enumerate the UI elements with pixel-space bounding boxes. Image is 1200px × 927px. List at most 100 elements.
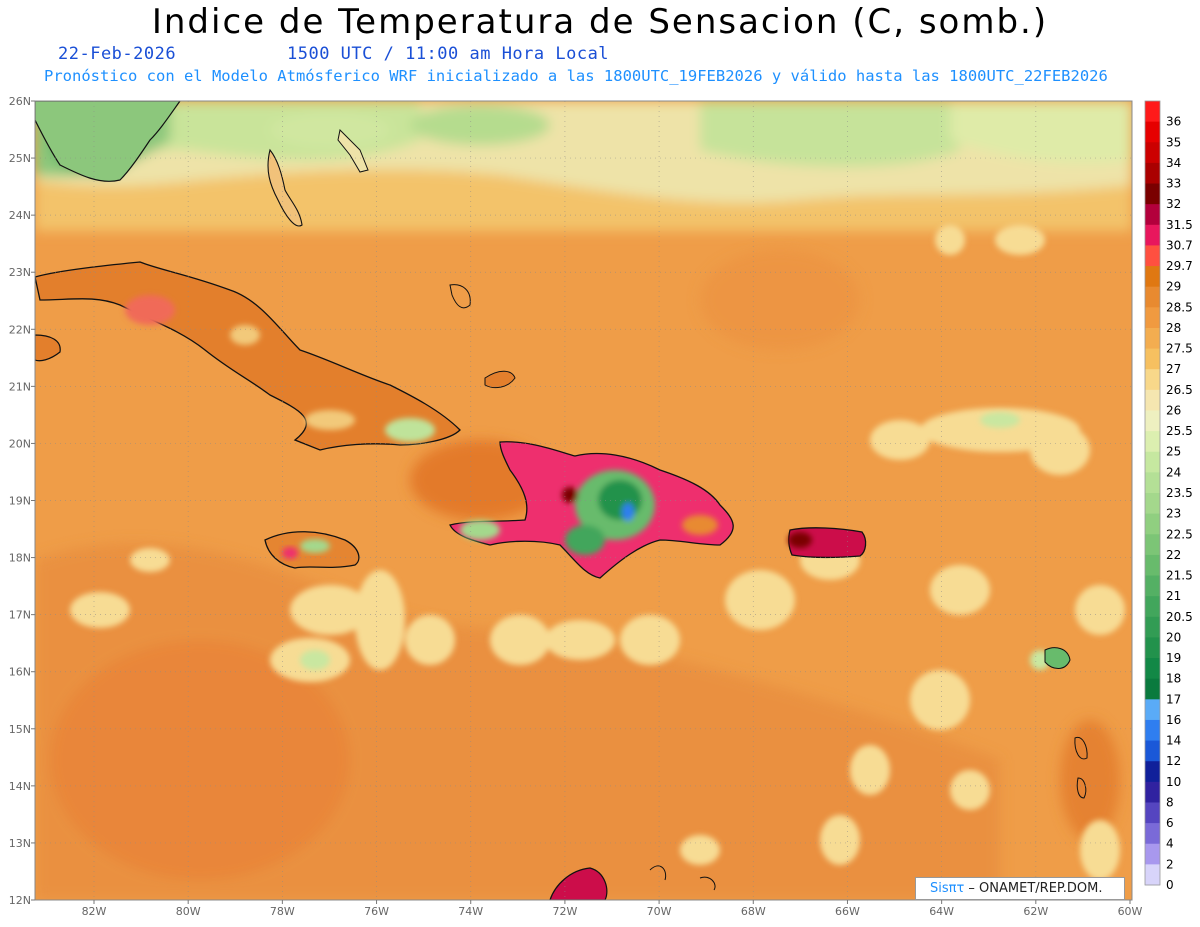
- colorbar-swatch: [1145, 431, 1160, 453]
- colorbar-swatch: [1145, 554, 1160, 577]
- eleuthera-island: [337, 128, 369, 173]
- colorbar-label: 21: [1166, 589, 1181, 603]
- colorbar-label: 19: [1166, 651, 1181, 665]
- st-lucia-island: [1076, 777, 1087, 799]
- colorbar-label: 27: [1166, 362, 1181, 376]
- colorbar-label: 25.5: [1166, 424, 1193, 438]
- colorbar-swatch: [1145, 823, 1160, 845]
- lon-label: 60W: [1118, 905, 1143, 918]
- colorbar-label: 16: [1166, 713, 1181, 727]
- sispi-logo: Sisπτ: [930, 881, 965, 896]
- colorbar-label: 26.5: [1166, 383, 1193, 397]
- lat-label: 14N: [9, 780, 31, 793]
- jamaica-island: [264, 531, 360, 569]
- colorbar-swatch: [1145, 761, 1160, 783]
- colorbar-swatch: [1145, 493, 1160, 515]
- lat-label: 12N: [9, 894, 31, 907]
- forecast-time: 1500 UTC / 11:00 am Hora Local: [287, 44, 610, 64]
- colorbar-swatch: [1145, 327, 1160, 350]
- colorbar-swatch: [1145, 389, 1160, 411]
- lon-label: 80W: [176, 905, 201, 918]
- colorbar-label: 10: [1166, 775, 1181, 789]
- colorbar-label: 12: [1166, 754, 1181, 768]
- lat-label: 22N: [9, 323, 31, 336]
- lat-label: 15N: [9, 723, 31, 736]
- colorbar-swatch: [1145, 162, 1160, 185]
- colorbar-label: 17: [1166, 692, 1181, 706]
- colorbar-label: 14: [1166, 734, 1181, 748]
- colorbar-label: 18: [1166, 672, 1181, 686]
- temperature-field: [35, 101, 1132, 900]
- longitude-labels: 82W 80W 78W 76W 74W 72W 70W 68W 66W 64W 62W 60W: [82, 905, 1143, 918]
- colorbar-label: 20: [1166, 630, 1181, 644]
- lat-label: 26N: [9, 95, 31, 108]
- colorbar-label: 35: [1166, 135, 1181, 149]
- colorbar-label: 23.5: [1166, 486, 1193, 500]
- puerto-rico-island: [788, 527, 867, 559]
- colorbar-swatch: [1145, 121, 1160, 143]
- lat-label: 25N: [9, 152, 31, 165]
- lon-label: 70W: [647, 905, 672, 918]
- lon-label: 62W: [1023, 905, 1048, 918]
- colorbar-label: 2: [1166, 857, 1174, 871]
- colorbar-swatch: [1145, 142, 1160, 164]
- lon-label: 66W: [835, 905, 860, 918]
- colorbar-label: 36: [1166, 115, 1181, 129]
- colorbar-label: 25: [1166, 445, 1181, 459]
- colorbar-swatch: [1145, 224, 1160, 246]
- colorbar-swatch: [1145, 699, 1160, 721]
- onamet-label: – ONAMET/REP.DOM.: [964, 881, 1103, 896]
- lon-label: 64W: [929, 905, 954, 918]
- colorbar-swatch: [1145, 637, 1160, 659]
- forecast-info: Pronóstico con el Modelo Atmósferico WRF…: [44, 67, 1108, 85]
- guadeloupe-island: [1044, 647, 1071, 669]
- cuba-island: [35, 261, 461, 451]
- lat-label: 20N: [9, 437, 31, 450]
- colorbar-swatch: [1145, 286, 1160, 308]
- colorbar-swatch: [1145, 575, 1160, 597]
- colorbar-swatch: [1145, 101, 1160, 123]
- colorbar-label: 22: [1166, 548, 1181, 562]
- colorbar-label: 27.5: [1166, 342, 1193, 356]
- colorbar: 363534333231.530.729.72928.52827.52726.5…: [1144, 100, 1193, 892]
- lat-label: 16N: [9, 666, 31, 679]
- colorbar-swatch: [1145, 183, 1160, 205]
- latitude-labels: 26N 25N 24N 23N 22N 21N 20N 19N 18N 17N 16N 15N 14N 1…: [9, 95, 31, 907]
- colorbar-swatch: [1145, 369, 1160, 391]
- lon-label: 74W: [458, 905, 483, 918]
- colorbar-swatch: [1145, 307, 1160, 329]
- branding-box: Sisπτ – ONAMET/REP.DOM.: [915, 877, 1125, 900]
- andros-island: [267, 148, 303, 227]
- florida-peninsula: [35, 101, 181, 182]
- colorbar-label: 20.5: [1166, 610, 1193, 624]
- lon-label: 82W: [82, 905, 107, 918]
- colorbar-label: 4: [1166, 837, 1174, 851]
- colorbar-label: 23: [1166, 507, 1181, 521]
- colorbar-label: 8: [1166, 795, 1174, 809]
- curacao-island: [699, 876, 716, 891]
- lat-label: 23N: [9, 266, 31, 279]
- colorbar-label: 33: [1166, 177, 1181, 191]
- colorbar-label: 24: [1166, 465, 1181, 479]
- colorbar-swatch: [1145, 410, 1160, 432]
- colorbar-swatch: [1145, 596, 1160, 618]
- colorbar-swatch: [1145, 266, 1160, 288]
- colorbar-label: 30.7: [1166, 238, 1193, 252]
- colorbar-label: 0: [1166, 878, 1174, 892]
- colorbar-swatch: [1145, 534, 1160, 556]
- lat-label: 17N: [9, 609, 31, 622]
- colorbar-swatch: [1145, 658, 1160, 680]
- colorbar-swatch: [1145, 616, 1160, 638]
- colorbar-swatch: [1145, 451, 1160, 473]
- south-america-coast: [549, 867, 608, 900]
- lat-label: 18N: [9, 552, 31, 565]
- colorbar-label: 26: [1166, 403, 1181, 417]
- colorbar-label: 34: [1166, 156, 1181, 170]
- lat-label: 19N: [9, 495, 31, 508]
- inagua-island: [484, 370, 516, 389]
- colorbar-label: 22.5: [1166, 527, 1193, 541]
- map-title: Indice de Temperatura de Sensacion (C, s…: [151, 2, 1049, 42]
- hispaniola-island: [449, 441, 734, 579]
- colorbar-swatch: [1145, 802, 1160, 824]
